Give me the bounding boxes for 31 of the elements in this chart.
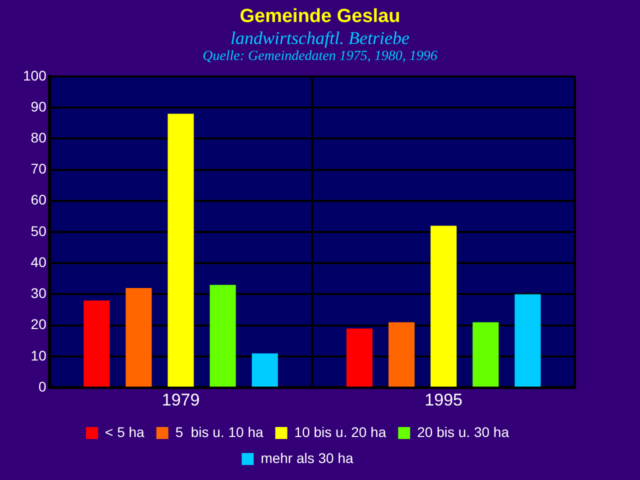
- y-tick-label: 20: [30, 316, 47, 332]
- bar: [472, 322, 499, 387]
- source-note: Quelle: Gemeindedaten 1975, 1980, 1996: [202, 48, 438, 65]
- x-tick-label: 1995: [424, 390, 463, 410]
- y-tick-label: 90: [30, 98, 47, 114]
- bar: [514, 294, 541, 387]
- y-tick-label: 100: [23, 67, 47, 84]
- bar: [210, 284, 236, 387]
- legend-label: 10 bis u. 20 ha: [294, 424, 386, 440]
- y-tick-label: 50: [30, 222, 47, 239]
- bar: [252, 353, 278, 387]
- y-tick-label: 70: [30, 160, 47, 177]
- legend-label: 5 bis u. 10 ha: [175, 424, 264, 440]
- legend-label: < 5 ha: [105, 424, 145, 440]
- bar: [430, 226, 457, 387]
- bar: [388, 322, 415, 387]
- y-tick-label: 60: [30, 192, 47, 208]
- legend-label: mehr als 30 ha: [260, 450, 354, 466]
- bar: [168, 114, 194, 387]
- x-tick-label: 1979: [162, 390, 200, 410]
- chart-title: Gemeinde Geslau: [238, 6, 402, 28]
- chart-subtitle: landwirtschaftl. Betriebe: [230, 28, 410, 48]
- bar: [126, 288, 152, 387]
- legend-label: 20 bis u. 30 ha: [417, 424, 510, 440]
- y-tick-label: 30: [30, 285, 47, 302]
- bar: [346, 328, 373, 387]
- bar: [84, 300, 110, 387]
- y-tick-label: 40: [30, 254, 47, 270]
- y-tick-label: 0: [38, 378, 47, 394]
- y-tick-label: 80: [30, 130, 47, 146]
- y-tick-label: 10: [30, 347, 47, 364]
